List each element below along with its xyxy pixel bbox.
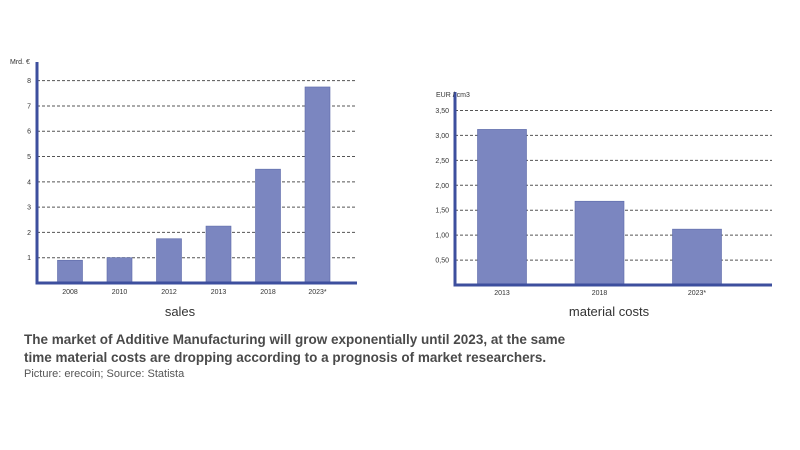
y-tick-label: 5 — [27, 154, 31, 161]
x-tick-label: 2023* — [308, 289, 327, 296]
chart-caption: sales — [165, 304, 196, 319]
x-tick-label: 2018 — [260, 289, 276, 296]
y-tick-label: 1,50 — [435, 208, 449, 215]
x-tick-label: 2018 — [592, 290, 608, 297]
x-tick-label: 2013 — [494, 290, 510, 297]
bar — [106, 257, 133, 284]
x-tick-label: 2023* — [688, 290, 707, 297]
caption-text: The market of Additive Manufacturing wil… — [24, 332, 566, 365]
bar — [57, 259, 83, 284]
y-tick-label: 7 — [27, 103, 31, 110]
y-tick-label: 1 — [27, 255, 31, 262]
chart-caption: material costs — [569, 304, 650, 319]
figure-caption: The market of Additive Manufacturing wil… — [24, 331, 584, 381]
x-tick-label: 2008 — [62, 289, 78, 296]
y-unit-label: Mrd. € — [10, 59, 30, 66]
y-tick-label: 8 — [27, 78, 31, 85]
y-tick-label: 0,50 — [435, 258, 449, 265]
y-tick-label: 4 — [27, 179, 31, 186]
bar — [304, 86, 331, 284]
y-tick-label: 2,50 — [435, 158, 449, 165]
y-tick-label: 3,00 — [435, 133, 449, 140]
bar — [672, 228, 722, 286]
y-unit-label: EUR / cm3 — [436, 92, 470, 99]
bar — [156, 238, 182, 284]
y-tick-label: 3 — [27, 205, 31, 212]
bar — [205, 225, 232, 284]
bar — [574, 200, 625, 286]
x-tick-label: 2012 — [161, 289, 177, 296]
x-tick-label: 2013 — [211, 289, 227, 296]
y-tick-label: 1,00 — [435, 233, 449, 240]
y-tick-label: 2 — [27, 230, 31, 237]
x-tick-label: 2010 — [112, 289, 128, 296]
y-tick-label: 3,50 — [435, 108, 449, 115]
bar — [477, 129, 527, 286]
caption-credit: Picture: erecoin; Source: Statista — [24, 368, 185, 380]
y-tick-label: 6 — [27, 129, 31, 136]
y-tick-label: 2,00 — [435, 183, 449, 190]
bar — [255, 168, 281, 284]
